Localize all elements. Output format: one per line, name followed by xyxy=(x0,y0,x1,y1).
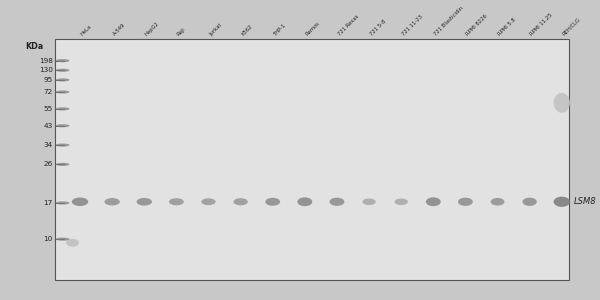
Ellipse shape xyxy=(395,199,408,205)
Ellipse shape xyxy=(523,198,537,206)
Ellipse shape xyxy=(66,239,79,247)
Ellipse shape xyxy=(56,124,70,127)
Ellipse shape xyxy=(265,198,280,206)
Ellipse shape xyxy=(329,198,344,206)
Ellipse shape xyxy=(202,198,215,205)
Text: 72: 72 xyxy=(43,89,53,95)
Text: RPMI 8226: RPMI 8226 xyxy=(466,14,488,37)
Ellipse shape xyxy=(554,93,570,113)
Text: KDa: KDa xyxy=(25,42,44,51)
Text: 130: 130 xyxy=(39,67,53,73)
Text: LSM8: LSM8 xyxy=(574,197,596,206)
Text: A-549: A-549 xyxy=(112,22,127,37)
Text: 43: 43 xyxy=(43,123,53,129)
Ellipse shape xyxy=(137,198,152,206)
Text: 721 11-23: 721 11-23 xyxy=(401,14,424,37)
Text: Ramos: Ramos xyxy=(305,20,321,37)
Bar xyxy=(55,39,569,280)
Text: 10: 10 xyxy=(43,236,53,242)
Ellipse shape xyxy=(56,107,70,110)
Ellipse shape xyxy=(554,197,570,207)
Text: 95: 95 xyxy=(43,77,53,83)
Ellipse shape xyxy=(298,197,312,206)
Text: Jurkat: Jurkat xyxy=(208,22,223,37)
Ellipse shape xyxy=(233,198,248,205)
Ellipse shape xyxy=(104,198,120,206)
Text: 198: 198 xyxy=(39,58,53,64)
Text: K562: K562 xyxy=(241,24,254,37)
Text: 721 5-8: 721 5-8 xyxy=(369,19,387,37)
Text: 17: 17 xyxy=(43,200,53,206)
Ellipse shape xyxy=(169,198,184,205)
Text: 34: 34 xyxy=(43,142,53,148)
Ellipse shape xyxy=(56,69,70,72)
Text: RPMI 5.8: RPMI 5.8 xyxy=(497,17,517,37)
Text: 26: 26 xyxy=(43,161,53,167)
Text: HeLa: HeLa xyxy=(80,24,93,37)
Ellipse shape xyxy=(56,59,70,62)
Ellipse shape xyxy=(491,198,505,206)
Ellipse shape xyxy=(56,90,70,94)
Ellipse shape xyxy=(56,143,70,147)
Ellipse shape xyxy=(72,197,88,206)
Ellipse shape xyxy=(362,199,376,205)
Ellipse shape xyxy=(56,163,70,166)
Text: HepG2: HepG2 xyxy=(144,20,160,37)
Ellipse shape xyxy=(56,201,70,205)
Ellipse shape xyxy=(426,197,441,206)
Text: RPMI 11.25: RPMI 11.25 xyxy=(530,12,554,37)
Text: 721 Blasticidin: 721 Blasticidin xyxy=(433,5,464,37)
Text: THP-1: THP-1 xyxy=(273,22,287,37)
Text: REH/CLG: REH/CLG xyxy=(562,17,581,37)
Text: 721 Rexas: 721 Rexas xyxy=(337,14,360,37)
Text: 55: 55 xyxy=(43,106,53,112)
Text: Raji: Raji xyxy=(176,26,187,37)
Ellipse shape xyxy=(458,198,473,206)
Ellipse shape xyxy=(56,238,70,241)
Ellipse shape xyxy=(56,78,70,82)
